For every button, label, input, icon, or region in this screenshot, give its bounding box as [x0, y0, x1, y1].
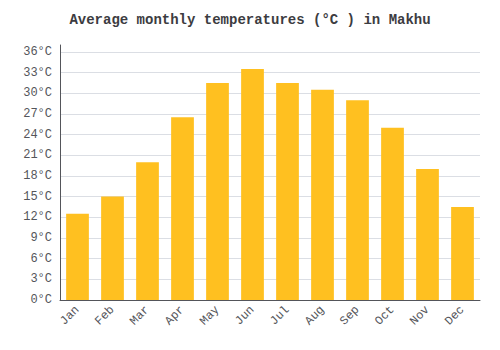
svg-text:9°C: 9°C — [30, 231, 52, 245]
svg-text:6°C: 6°C — [30, 252, 52, 266]
svg-text:33°C: 33°C — [23, 66, 52, 80]
svg-text:21°C: 21°C — [23, 148, 52, 162]
svg-text:12°C: 12°C — [23, 210, 52, 224]
svg-text:18°C: 18°C — [23, 169, 52, 183]
svg-text:Average monthly temperatures (: Average monthly temperatures (°C ) in Ma… — [69, 12, 430, 28]
svg-text:Sep: Sep — [337, 303, 362, 328]
svg-text:Aug: Aug — [302, 303, 327, 328]
svg-text:Mar: Mar — [127, 303, 152, 328]
svg-text:Nov: Nov — [407, 303, 432, 328]
svg-text:May: May — [197, 303, 222, 328]
svg-text:Jun: Jun — [232, 303, 257, 328]
svg-text:27°C: 27°C — [23, 107, 52, 121]
svg-text:24°C: 24°C — [23, 128, 52, 142]
svg-text:Feb: Feb — [92, 303, 117, 328]
svg-text:36°C: 36°C — [23, 45, 52, 59]
svg-text:3°C: 3°C — [30, 272, 52, 286]
svg-text:Jan: Jan — [57, 303, 82, 328]
svg-text:15°C: 15°C — [23, 190, 52, 204]
svg-text:0°C: 0°C — [30, 293, 52, 307]
svg-text:30°C: 30°C — [23, 86, 52, 100]
svg-text:Apr: Apr — [162, 303, 187, 328]
svg-text:Dec: Dec — [442, 303, 467, 328]
svg-text:Jul: Jul — [267, 303, 292, 328]
svg-text:Oct: Oct — [372, 303, 397, 328]
